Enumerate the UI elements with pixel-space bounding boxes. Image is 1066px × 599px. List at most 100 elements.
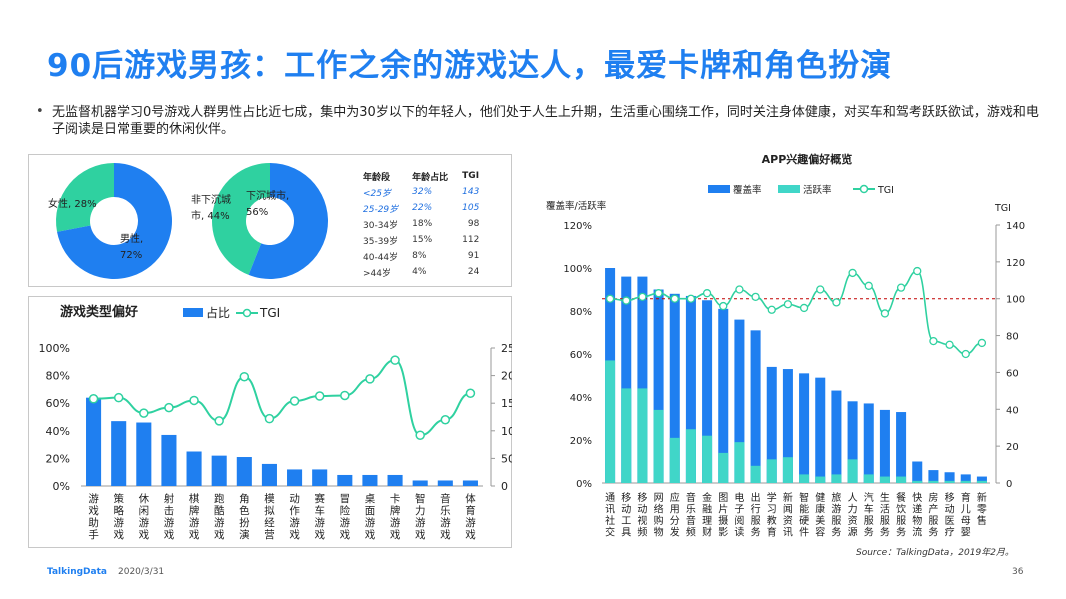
table-row: <25岁 32% 143: [357, 184, 487, 200]
right-tick-label: 60: [1006, 368, 1019, 379]
table-cell: 24: [467, 267, 480, 277]
tgi-line: [610, 270, 983, 355]
category-label: 具: [621, 527, 631, 539]
category-label: 分: [670, 515, 680, 527]
gender-pie-slice-1: [57, 163, 173, 279]
table-cell: 143: [462, 187, 480, 197]
category-label: 游: [139, 516, 150, 529]
tgi-point: [189, 395, 199, 406]
category-label: 服: [880, 515, 890, 527]
category-label: 闻: [783, 503, 793, 516]
bar-share: [236, 457, 252, 486]
bar-share: [86, 397, 102, 486]
category-label: 戏: [113, 529, 124, 541]
bar-coverage: [685, 295, 696, 483]
right-tick-label: 80: [1006, 332, 1019, 343]
category-label: 手: [88, 528, 99, 541]
bar-active: [685, 429, 696, 483]
category-label: 移: [945, 491, 955, 504]
category-label: 递: [912, 503, 922, 516]
category-label: 乐: [686, 504, 696, 516]
bar-active: [896, 476, 907, 483]
tgi-point: [686, 294, 696, 303]
bullet-icon: •: [36, 104, 44, 119]
category-label: 移: [621, 491, 631, 504]
table-cell: 40-44岁: [363, 252, 399, 263]
category-label: 读: [734, 526, 744, 539]
tgi-point: [961, 349, 970, 359]
category-label: 容: [815, 526, 825, 539]
category-label: 应: [670, 491, 680, 504]
right-tick-label: 0: [501, 480, 508, 493]
category-label: 通: [605, 492, 615, 504]
left-tick-label: 0%: [53, 480, 70, 493]
source-note: Source：TalkingData，2019年2月。: [856, 548, 1014, 558]
tgi-point: [390, 355, 400, 365]
left-tick-label: 100%: [563, 264, 592, 275]
category-label: 务: [864, 526, 874, 539]
category-label: 图: [718, 492, 728, 504]
category-label: 产: [928, 503, 938, 516]
bar-active: [912, 480, 923, 483]
category-label: 游: [164, 516, 175, 529]
bar-coverage: [815, 377, 826, 483]
left-tick-label: 60%: [46, 397, 70, 410]
category-label: 智: [799, 491, 809, 504]
right-tick-label: 50: [501, 452, 512, 465]
category-label: 策: [113, 492, 124, 505]
category-label: 游: [340, 516, 351, 529]
bar-share: [211, 455, 227, 486]
category-label: 险: [340, 504, 351, 517]
category-label: 游: [831, 503, 841, 516]
tgi-point: [929, 336, 938, 346]
tgi-point: [913, 266, 922, 276]
category-label: 角: [239, 493, 250, 505]
category-label: 戏: [465, 529, 476, 541]
category-label: 戏: [314, 529, 325, 541]
page-number: 36: [1012, 567, 1024, 577]
bar-share: [462, 480, 478, 486]
category-label: 频: [686, 526, 696, 539]
category-label: 频: [637, 526, 647, 539]
legend-marker-tgi: [859, 184, 869, 194]
category-label: 旅: [831, 491, 841, 504]
tgi-point: [264, 413, 275, 424]
category-label: 生: [880, 491, 890, 504]
right-tick-label: 200: [501, 370, 512, 383]
legend-label-tgi: TGI: [877, 185, 894, 196]
category-label: 儿: [961, 504, 971, 516]
game-chart-title: 游戏类型偏好: [60, 304, 138, 320]
category-label: 游: [189, 516, 200, 529]
category-label: 游: [440, 516, 451, 529]
left-tick-label: 20%: [570, 436, 592, 447]
bar-share: [161, 434, 177, 486]
category-label: 习: [767, 505, 777, 516]
right-tick-label: 150: [501, 397, 512, 410]
tgi-point: [767, 305, 776, 314]
city-pie-slice-0: [212, 163, 270, 275]
category-label: 电: [734, 491, 744, 504]
category-label: 工: [621, 516, 631, 527]
category-label: 能: [799, 503, 809, 516]
table-cell: >44岁: [363, 268, 391, 279]
category-label: 务: [880, 526, 890, 539]
category-label: 移: [637, 491, 647, 504]
bar-coverage: [702, 300, 713, 483]
category-label: 资: [783, 515, 793, 527]
left-tick-label: 20%: [46, 452, 70, 465]
bar-active: [702, 435, 713, 483]
tgi-point: [799, 303, 809, 313]
category-label: 音: [686, 491, 696, 504]
category-label: 资: [848, 515, 858, 527]
bar-active: [944, 480, 955, 483]
legend-swatch: [778, 185, 800, 193]
bar-share: [437, 480, 453, 486]
category-label: 服: [896, 515, 906, 527]
category-label: 戏: [340, 529, 351, 541]
category-label: 戏: [164, 529, 175, 541]
bar-coverage: [879, 409, 890, 483]
bar-active: [653, 409, 664, 483]
legend-swatch: [708, 185, 730, 193]
page-title: 90后游戏男孩：工作之余的游戏达人，最爱卡牌和角色扮演: [47, 48, 893, 84]
